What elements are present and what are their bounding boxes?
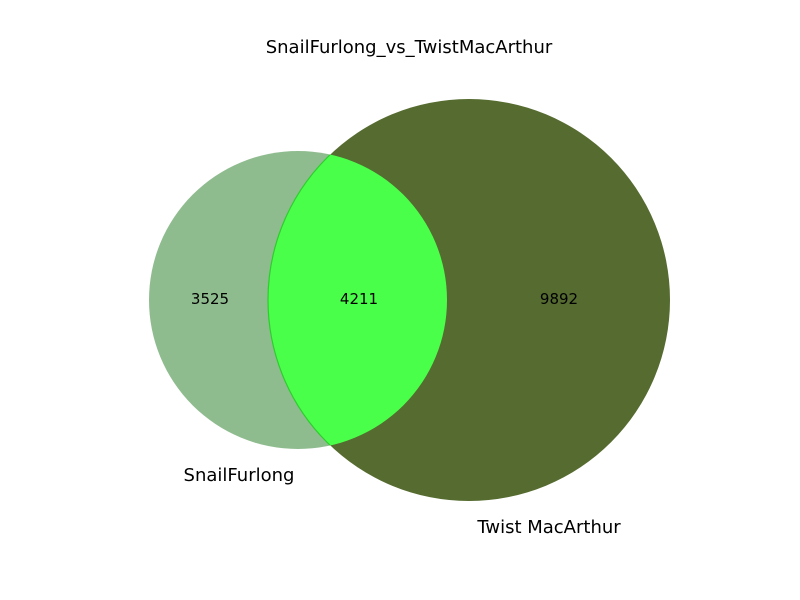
set-a-label: SnailFurlong (184, 465, 295, 486)
intersection-region (267, 151, 447, 449)
intersection-count: 4211 (340, 290, 378, 308)
chart-title: SnailFurlong_vs_TwistMacArthur (266, 37, 553, 58)
set-a-only-count: 3525 (191, 290, 229, 308)
set-b-only-count: 9892 (540, 290, 578, 308)
set-b-label: Twist MacArthur (476, 517, 621, 538)
